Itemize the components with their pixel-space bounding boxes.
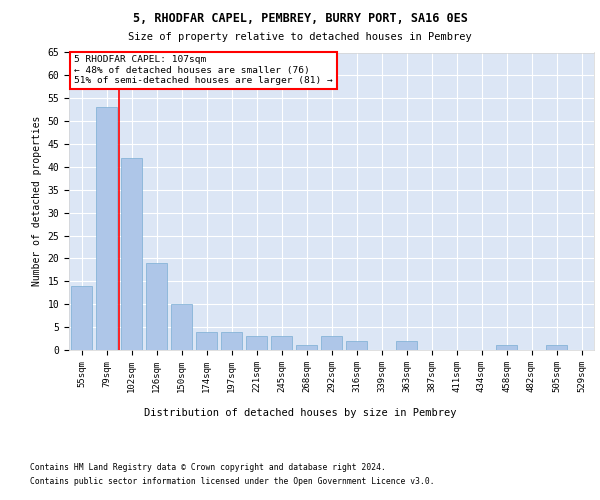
Bar — [146, 263, 167, 350]
Bar — [321, 336, 342, 350]
Text: Contains public sector information licensed under the Open Government Licence v3: Contains public sector information licen… — [30, 478, 434, 486]
Bar — [396, 341, 417, 350]
Bar — [346, 341, 367, 350]
Text: Distribution of detached houses by size in Pembrey: Distribution of detached houses by size … — [144, 408, 456, 418]
Bar — [71, 286, 92, 350]
Y-axis label: Number of detached properties: Number of detached properties — [32, 116, 42, 286]
Bar — [221, 332, 242, 350]
Bar — [546, 346, 567, 350]
Bar — [296, 346, 317, 350]
Bar — [196, 332, 217, 350]
Text: 5 RHODFAR CAPEL: 107sqm
← 48% of detached houses are smaller (76)
51% of semi-de: 5 RHODFAR CAPEL: 107sqm ← 48% of detache… — [74, 56, 333, 86]
Bar — [246, 336, 267, 350]
Bar — [271, 336, 292, 350]
Text: 5, RHODFAR CAPEL, PEMBREY, BURRY PORT, SA16 0ES: 5, RHODFAR CAPEL, PEMBREY, BURRY PORT, S… — [133, 12, 467, 26]
Bar — [496, 346, 517, 350]
Text: Size of property relative to detached houses in Pembrey: Size of property relative to detached ho… — [128, 32, 472, 42]
Bar — [96, 108, 117, 350]
Bar — [171, 304, 192, 350]
Bar — [121, 158, 142, 350]
Text: Contains HM Land Registry data © Crown copyright and database right 2024.: Contains HM Land Registry data © Crown c… — [30, 462, 386, 471]
